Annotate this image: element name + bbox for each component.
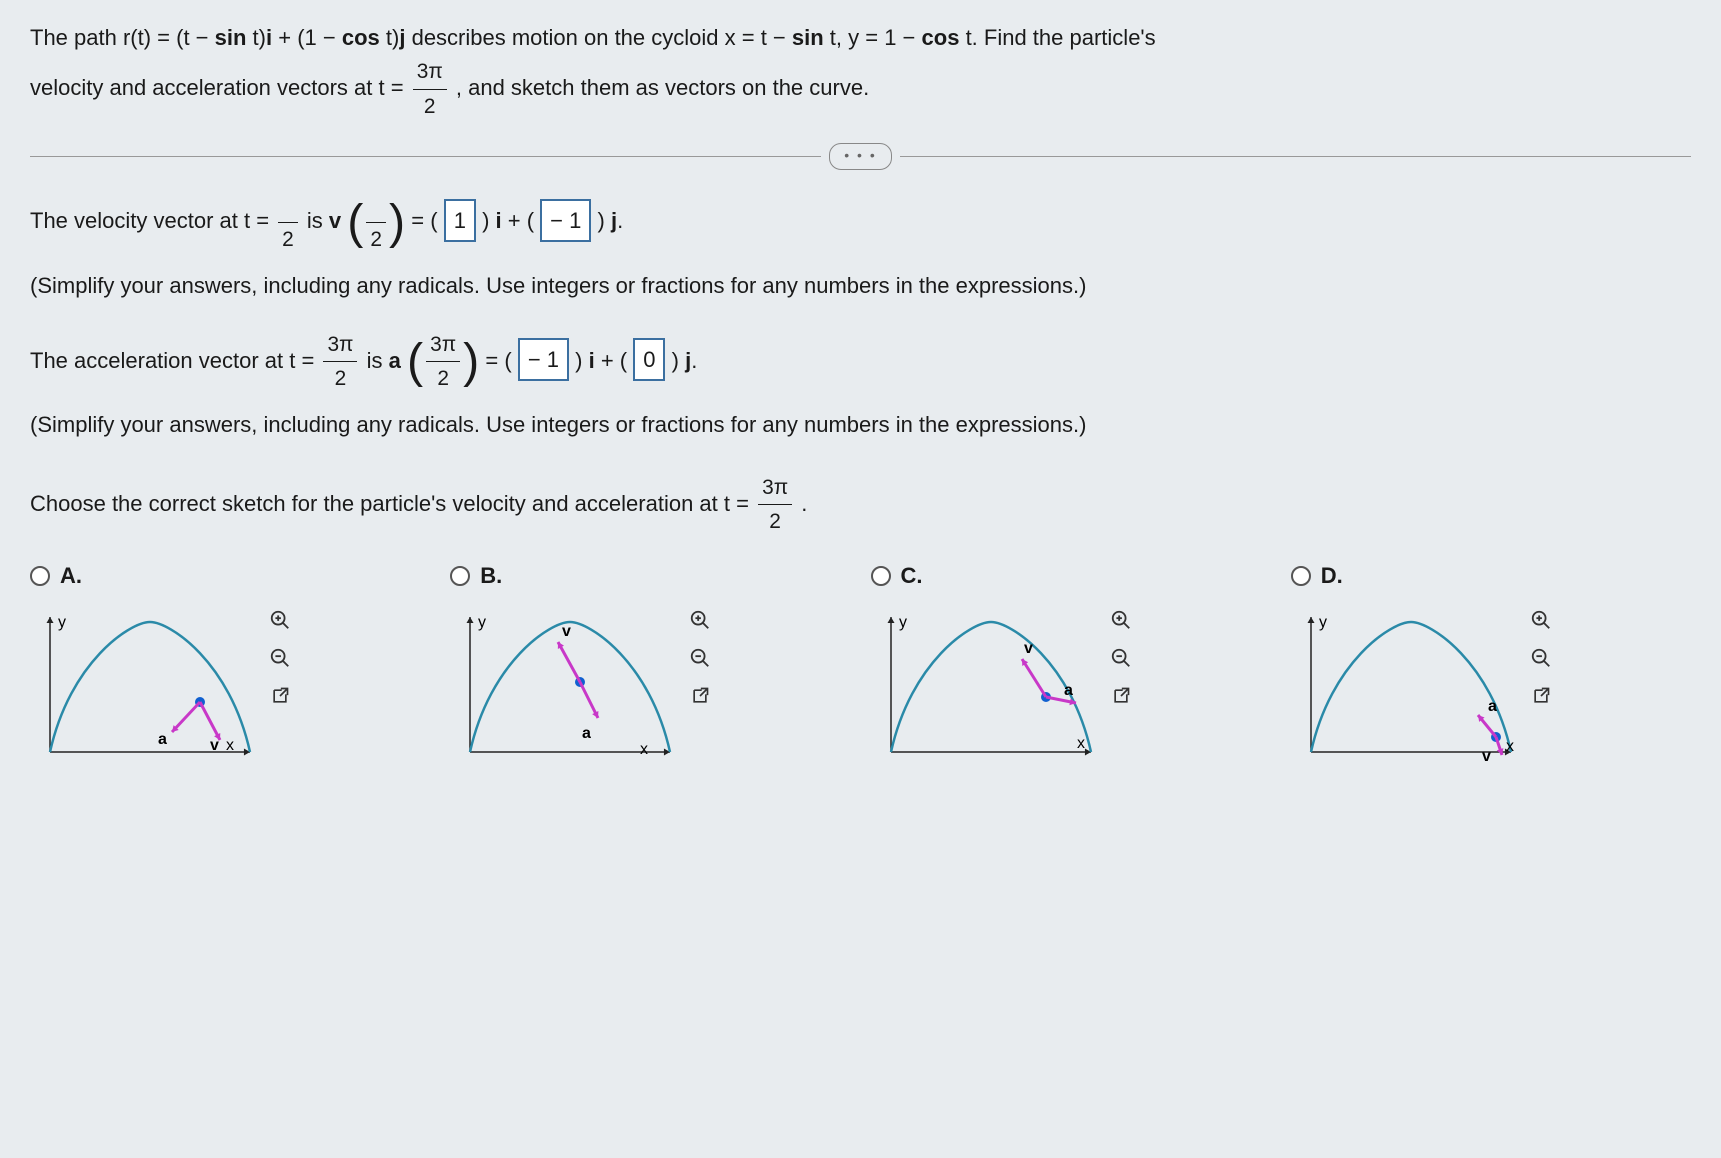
acceleration-answer-line: The acceleration vector at t = 3π 2 is a… xyxy=(30,328,1691,396)
section-separator: • • • xyxy=(30,143,1691,170)
sketch-c: y v a x xyxy=(871,602,1101,772)
ellipsis-pill[interactable]: • • • xyxy=(829,143,891,170)
problem-text-2b: , and sketch them as vectors on the curv… xyxy=(456,75,869,100)
problem-equation: r(t) = (t − sin t)i + (1 − cos t)j xyxy=(123,25,406,50)
radio-c[interactable] xyxy=(871,566,891,586)
choice-d: D. y a vx xyxy=(1291,558,1691,771)
accel-t-frac: 3π 2 xyxy=(323,328,357,396)
velocity-answer-line: The velocity vector at t = 2 is v ( 2 ) … xyxy=(30,188,1691,256)
choices-row: A. yavx B. yvax xyxy=(30,558,1691,771)
choice-a: A. y a vx xyxy=(30,558,430,771)
sketch-b: y v a x xyxy=(450,602,680,772)
problem-statement: The path r(t) = (t − sin t)i + (1 − cos … xyxy=(30,20,1691,123)
zoom-in-icon[interactable] xyxy=(1527,606,1555,634)
choice-c-label: C. xyxy=(901,558,923,593)
velocity-j-answer[interactable]: − 1 xyxy=(540,199,591,242)
simplify-note-1: (Simplify your answers, including any ra… xyxy=(30,268,1691,303)
problem-text-1a: The path xyxy=(30,25,123,50)
velocity-i-answer[interactable]: 1 xyxy=(444,199,476,242)
svg-text:y: y xyxy=(58,614,66,631)
accel-prefix: The acceleration vector at t = xyxy=(30,347,320,372)
velocity-mid: is xyxy=(307,208,329,233)
svg-text:a: a xyxy=(158,731,167,748)
svg-text:v: v xyxy=(562,623,571,640)
zoom-in-icon[interactable] xyxy=(686,606,714,634)
svg-text:y: y xyxy=(478,614,486,631)
svg-text:x: x xyxy=(1077,735,1085,752)
choice-b-label: B. xyxy=(480,558,502,593)
svg-text:y: y xyxy=(899,614,907,631)
frac-den: 2 xyxy=(413,90,447,123)
velocity-t-frac: 2 xyxy=(278,188,298,256)
choice-a-label: A. xyxy=(60,558,82,593)
radio-d[interactable] xyxy=(1291,566,1311,586)
sketch-d: y a vx xyxy=(1291,602,1521,772)
popout-icon[interactable] xyxy=(266,682,294,710)
choice-c: C. y v a x xyxy=(871,558,1271,771)
velocity-v: v xyxy=(329,208,341,233)
sketch-b-svg: y v a x xyxy=(450,602,680,772)
svg-text:a: a xyxy=(1488,698,1497,715)
simplify-note-2: (Simplify your answers, including any ra… xyxy=(30,407,1691,442)
popout-icon[interactable] xyxy=(686,682,714,710)
zoom-out-icon[interactable] xyxy=(686,644,714,672)
t-value-fraction: 3π 2 xyxy=(413,55,447,123)
zoom-in-icon[interactable] xyxy=(266,606,294,634)
choose-t-frac: 3π 2 xyxy=(758,471,792,539)
svg-text:v: v xyxy=(1482,748,1491,765)
svg-text:v: v xyxy=(1024,640,1033,657)
frac-num: 3π xyxy=(413,55,447,89)
problem-text-2a: velocity and acceleration vectors at t = xyxy=(30,75,410,100)
choose-sketch-prompt: Choose the correct sketch for the partic… xyxy=(30,471,1691,539)
svg-text:v: v xyxy=(210,737,219,754)
svg-text:a: a xyxy=(1064,682,1073,699)
accel-j-answer[interactable]: 0 xyxy=(633,338,665,381)
popout-icon[interactable] xyxy=(1107,682,1135,710)
velocity-prefix: The velocity vector at t = xyxy=(30,208,275,233)
choice-d-label: D. xyxy=(1321,558,1343,593)
zoom-out-icon[interactable] xyxy=(266,644,294,672)
svg-text:x: x xyxy=(640,741,648,758)
sketch-a: y a vx xyxy=(30,602,260,772)
svg-text:a: a xyxy=(582,725,591,742)
problem-text-1b: describes motion on the cycloid x = t − … xyxy=(412,25,1156,50)
sketch-c-svg: y v a x xyxy=(871,602,1101,772)
zoom-out-icon[interactable] xyxy=(1107,644,1135,672)
velocity-arg: ( 2 ) xyxy=(347,188,405,256)
zoom-out-icon[interactable] xyxy=(1527,644,1555,672)
sketch-a-svg: y a vx xyxy=(30,602,260,772)
radio-a[interactable] xyxy=(30,566,50,586)
popout-icon[interactable] xyxy=(1527,682,1555,710)
radio-b[interactable] xyxy=(450,566,470,586)
accel-a: a xyxy=(389,347,401,372)
svg-text:x: x xyxy=(1506,738,1514,755)
svg-text:y: y xyxy=(1319,614,1327,631)
zoom-in-icon[interactable] xyxy=(1107,606,1135,634)
accel-arg: ( 3π 2 ) xyxy=(407,328,479,396)
accel-i-answer[interactable]: − 1 xyxy=(518,338,569,381)
accel-mid: is xyxy=(367,347,389,372)
choice-b: B. y v a x xyxy=(450,558,850,771)
sketch-d-svg: y a vx xyxy=(1291,602,1521,772)
svg-text:x: x xyxy=(226,737,234,754)
